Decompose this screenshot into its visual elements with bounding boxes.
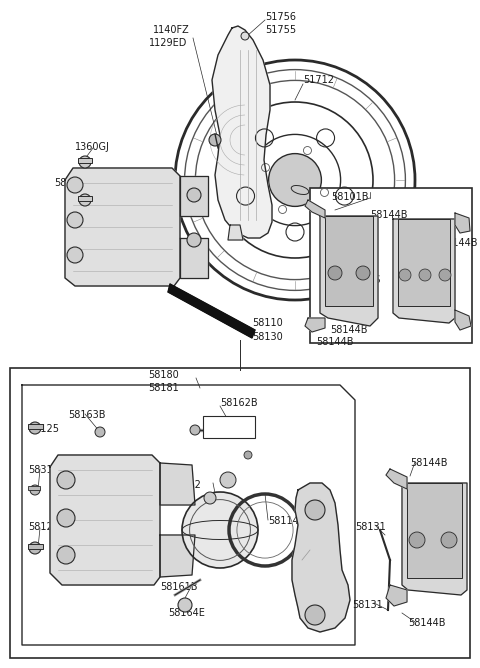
Polygon shape [402,483,467,595]
Circle shape [269,154,322,206]
Text: 58151B: 58151B [54,178,92,188]
Text: 58112: 58112 [170,480,201,490]
Circle shape [187,233,201,247]
Circle shape [187,188,201,202]
Text: 51755: 51755 [265,25,296,35]
Text: 58144B: 58144B [408,618,445,628]
Bar [78,158,92,163]
Text: 58131: 58131 [355,522,386,532]
Circle shape [29,422,41,434]
Circle shape [67,177,83,193]
Text: 58144B: 58144B [370,210,408,220]
Polygon shape [455,310,471,330]
Polygon shape [292,483,350,632]
Text: 58144B: 58144B [440,238,478,248]
Text: 51756: 51756 [265,12,296,22]
Circle shape [95,427,105,437]
Bar [10,368,470,658]
Text: 58113: 58113 [185,515,216,525]
Polygon shape [160,463,195,505]
Circle shape [241,32,249,40]
Circle shape [79,194,91,206]
Text: 58161B: 58161B [160,582,197,592]
Circle shape [356,266,370,280]
Bar [407,483,462,578]
Circle shape [399,269,411,281]
Circle shape [337,260,347,270]
Polygon shape [320,216,378,326]
Polygon shape [386,469,407,489]
Polygon shape [212,26,272,238]
Circle shape [305,500,325,520]
Text: 58144B: 58144B [316,337,353,347]
Circle shape [244,451,252,459]
Circle shape [220,472,236,488]
Circle shape [57,471,75,489]
Circle shape [409,532,425,548]
Polygon shape [386,585,407,606]
Circle shape [305,605,325,625]
Polygon shape [168,284,255,338]
Bar [28,544,43,549]
Text: 58162B: 58162B [220,398,258,408]
Text: 1360GJ: 1360GJ [75,142,110,152]
Circle shape [67,247,83,263]
Circle shape [57,546,75,564]
Bar [28,486,40,490]
Circle shape [178,598,192,612]
Polygon shape [393,219,455,323]
Polygon shape [65,168,180,286]
Circle shape [67,212,83,228]
Text: 58131: 58131 [352,600,383,610]
Text: 58125: 58125 [28,424,59,434]
Circle shape [182,492,258,568]
Circle shape [328,266,342,280]
Text: 58181: 58181 [148,383,179,393]
Text: 58130: 58130 [252,332,283,342]
Polygon shape [180,176,208,216]
Circle shape [439,269,451,281]
Text: 58120: 58120 [28,522,59,532]
Circle shape [209,134,221,146]
Circle shape [57,509,75,527]
Text: 51712: 51712 [303,75,334,85]
Text: 58164E: 58164E [168,608,205,618]
Polygon shape [50,455,160,585]
Text: 58180: 58180 [148,370,179,380]
Bar [325,216,373,306]
Circle shape [29,542,41,554]
Circle shape [441,532,457,548]
Polygon shape [228,225,243,240]
Circle shape [30,485,40,495]
Text: 58144B: 58144B [410,458,447,468]
Bar [28,424,43,429]
Text: 58314: 58314 [28,465,59,475]
Text: 58114A: 58114A [268,516,305,526]
Text: 1140FZ: 1140FZ [153,25,190,35]
Polygon shape [305,318,325,332]
Polygon shape [160,535,195,577]
Bar [398,219,450,306]
Text: 58101B: 58101B [331,192,369,202]
Text: 58144B: 58144B [330,325,368,335]
Polygon shape [180,238,208,278]
Bar [310,188,472,343]
Circle shape [79,156,91,168]
Text: 1129ED: 1129ED [149,38,187,48]
Circle shape [190,425,200,435]
Text: 58164E: 58164E [205,416,242,426]
Polygon shape [305,200,325,218]
Text: 58163B: 58163B [68,410,106,420]
Circle shape [419,269,431,281]
Text: 58110: 58110 [252,318,283,328]
Bar [203,416,255,438]
Bar [78,196,92,201]
Text: 1220FS: 1220FS [345,275,382,285]
Circle shape [204,492,216,504]
Polygon shape [455,213,470,233]
